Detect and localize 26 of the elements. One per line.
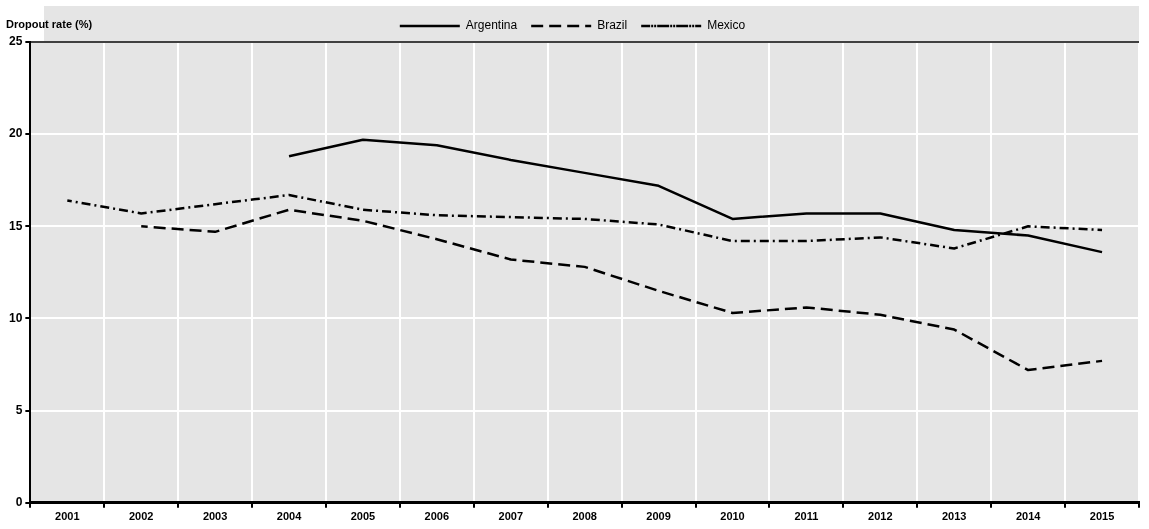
x-tick-label: 2014: [1015, 510, 1042, 523]
x-tick-label: 2012: [868, 510, 893, 523]
y-tick-label: 10: [8, 310, 23, 325]
x-tick-label: 2013: [941, 510, 967, 523]
x-tick-label: 2005: [350, 510, 376, 523]
x-tick-label: 2002: [128, 510, 154, 523]
x-tick-label: 2001: [55, 510, 80, 523]
x-tick-label: 2003: [202, 510, 228, 523]
x-tick-label: 2008: [572, 510, 597, 523]
x-tick-label: 2010: [720, 510, 745, 523]
x-tick-label: 2011: [794, 510, 819, 523]
x-tick-label: 2009: [646, 510, 671, 523]
line-series: [139, 208, 1104, 372]
x-tick-label: 2006: [424, 510, 450, 523]
legend-label: Brazil: [597, 18, 628, 33]
x-tick-label: 2015: [1089, 510, 1115, 523]
legend-label: Mexico: [707, 18, 746, 33]
y-tick-label: 15: [8, 218, 23, 233]
y-tick-label: 25: [8, 34, 23, 49]
legend-label: Argentina: [465, 18, 518, 33]
x-tick-label: 2007: [498, 510, 524, 523]
y-tick-label: 20: [8, 126, 23, 141]
y-tick-label: 5: [15, 402, 23, 417]
x-tick-label: 2004: [276, 510, 303, 523]
y-tick-label: 0: [15, 495, 23, 510]
y-axis-title: Dropout rate (%): [6, 17, 93, 30]
